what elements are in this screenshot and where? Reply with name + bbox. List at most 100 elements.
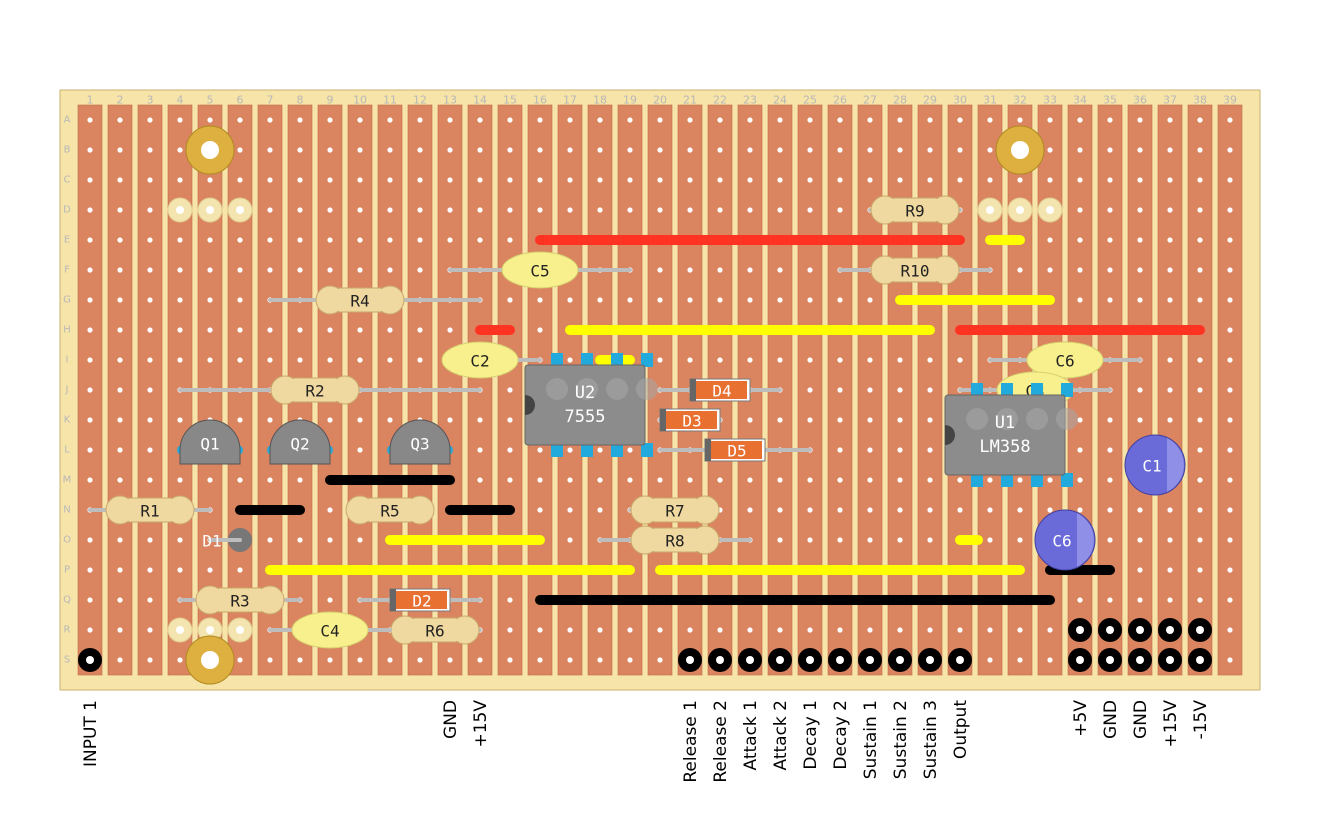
hole — [177, 657, 183, 663]
capacitor-body — [441, 341, 519, 379]
hole — [747, 147, 753, 153]
hole — [147, 177, 153, 183]
hole — [537, 147, 543, 153]
hole — [897, 447, 903, 453]
terminal-hole — [746, 656, 754, 664]
terminal-hole — [1106, 656, 1114, 664]
diode-label: D1 — [202, 532, 221, 551]
hole — [357, 417, 363, 423]
row-label: D — [63, 205, 71, 216]
resistor-label: R5 — [380, 502, 399, 521]
hole — [1077, 477, 1083, 483]
hole — [117, 447, 123, 453]
hole — [1167, 357, 1173, 363]
capacitor-c6: C6 — [988, 341, 1142, 379]
hole — [567, 147, 573, 153]
ic-pad — [576, 378, 598, 400]
hole — [567, 627, 573, 633]
diode-d2: D2 — [358, 588, 482, 612]
diode-d4: D4 — [658, 378, 782, 402]
hole — [867, 507, 873, 513]
terminal-hole — [776, 656, 784, 664]
hole — [1197, 477, 1203, 483]
hole — [1167, 267, 1173, 273]
terminal-hole — [806, 656, 814, 664]
resistor-mid — [120, 499, 180, 521]
hole — [867, 417, 873, 423]
connector-label: Release 1 — [681, 700, 701, 783]
hole — [177, 327, 183, 333]
column-label: 21 — [683, 94, 697, 107]
diode-d1: D1 — [202, 528, 252, 552]
connector-label: Decay 2 — [831, 700, 851, 770]
hole — [1167, 297, 1173, 303]
resistor-r7: R7 — [628, 495, 720, 525]
hole — [987, 627, 993, 633]
resistor-mid — [885, 259, 945, 281]
hole — [237, 117, 243, 123]
hole — [327, 417, 333, 423]
capacitor-c4: C4 — [268, 611, 392, 649]
row-label: R — [64, 625, 71, 636]
hole — [687, 267, 693, 273]
hole — [357, 657, 363, 663]
hole — [1077, 177, 1083, 183]
hole — [537, 447, 543, 453]
hole — [687, 147, 693, 153]
hole — [117, 327, 123, 333]
hole — [297, 207, 303, 213]
hole — [567, 297, 573, 303]
hole — [327, 597, 333, 603]
column-label: 2 — [117, 94, 124, 107]
hole — [1107, 597, 1113, 603]
hole — [87, 597, 93, 603]
column-label: 23 — [743, 94, 757, 107]
hole — [957, 117, 963, 123]
hole — [117, 267, 123, 273]
hole — [1197, 597, 1203, 603]
hole — [1227, 207, 1233, 213]
resistor-r1: R1 — [88, 495, 212, 525]
capacitor-label: C6 — [1055, 352, 1074, 371]
hole — [837, 417, 843, 423]
row-label: L — [64, 445, 70, 456]
hole — [1227, 117, 1233, 123]
ic-pin — [971, 473, 983, 487]
hole — [387, 657, 393, 663]
hole — [177, 417, 183, 423]
hole — [567, 177, 573, 183]
hole — [627, 657, 633, 663]
hole — [477, 417, 483, 423]
column-label: 5 — [207, 94, 214, 107]
transistor-q2: Q2 — [267, 419, 333, 465]
hole — [147, 597, 153, 603]
hole — [1017, 117, 1023, 123]
terminal-hole — [716, 656, 724, 664]
hole — [807, 267, 813, 273]
hole — [267, 357, 273, 363]
hole — [777, 357, 783, 363]
hole — [747, 627, 753, 633]
resistor-label: R6 — [425, 622, 444, 641]
hole — [1197, 507, 1203, 513]
terminal-hole — [1136, 656, 1144, 664]
hole — [627, 117, 633, 123]
hole — [537, 297, 543, 303]
hole — [207, 267, 213, 273]
hole — [177, 567, 183, 573]
hole — [807, 477, 813, 483]
hole — [687, 357, 693, 363]
hole — [957, 357, 963, 363]
hole — [657, 477, 663, 483]
column-label: 35 — [1103, 94, 1117, 107]
hole — [447, 327, 453, 333]
hole — [897, 537, 903, 543]
ic-pin — [1031, 383, 1043, 397]
ic-pin — [1001, 473, 1013, 487]
hole — [237, 177, 243, 183]
hole — [177, 357, 183, 363]
hole — [117, 417, 123, 423]
resistor-r3: R3 — [178, 585, 302, 615]
terminal-hole — [1166, 656, 1174, 664]
